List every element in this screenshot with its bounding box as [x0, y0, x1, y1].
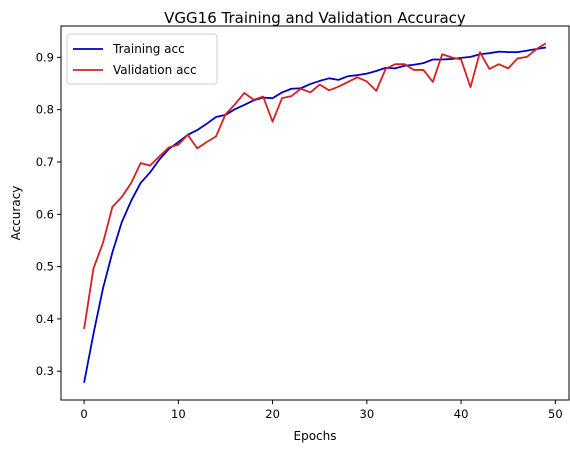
- plot-area-frame: [60, 25, 570, 401]
- axis-ticks: 0 10 20 30 40 50 0.3 0.4 0.5 0.6 0.7 0.8 0.9: [36, 50, 563, 421]
- y-tick-label: 0.5: [36, 260, 54, 274]
- chart-title: VGG16 Training and Validation Accuracy: [164, 9, 466, 27]
- y-tick-label: 0.9: [36, 50, 54, 64]
- x-tick-label: 50: [548, 407, 563, 421]
- series-line-training-acc: [83, 46, 547, 383]
- legend: Training acc Validation acc: [66, 33, 218, 85]
- y-tick-label: 0.7: [36, 155, 54, 169]
- x-tick-label: 20: [265, 407, 280, 421]
- x-tick-label: 10: [171, 407, 186, 421]
- legend-box: [66, 33, 218, 85]
- y-tick-label: 0.4: [36, 312, 54, 326]
- x-tick-label: 30: [360, 407, 375, 421]
- legend-label: Validation acc: [113, 63, 197, 77]
- plot-lines: [83, 42, 547, 383]
- legend-label: Training acc: [112, 42, 185, 56]
- y-tick-label: 0.6: [36, 207, 54, 221]
- x-tick-label: 40: [454, 407, 469, 421]
- y-tick-label: 0.3: [36, 364, 54, 378]
- y-tick-label: 0.8: [36, 103, 54, 117]
- x-tick-label: 0: [80, 407, 87, 421]
- y-axis-label: Accuracy: [9, 186, 23, 241]
- series-line-validation-acc: [83, 42, 547, 329]
- x-axis-label: Epochs: [294, 429, 337, 443]
